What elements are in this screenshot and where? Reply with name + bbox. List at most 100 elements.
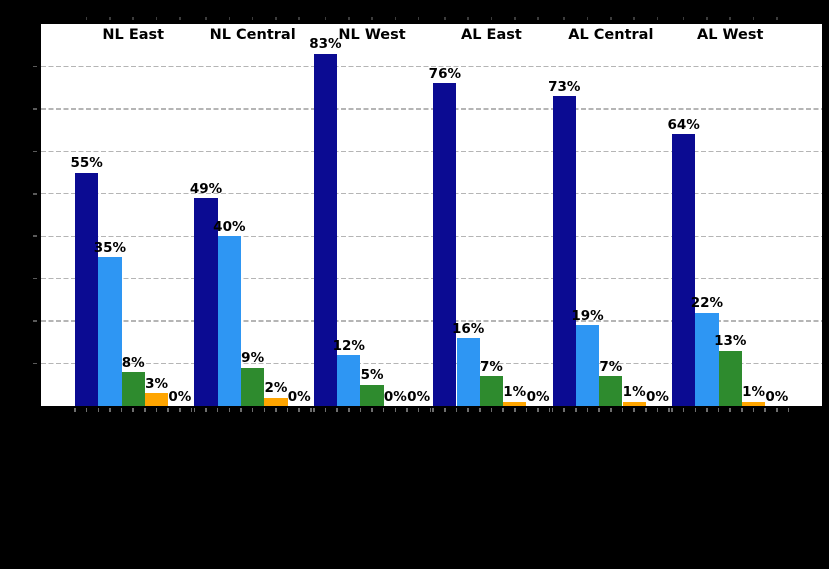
bar-navy-bar-series: [194, 198, 218, 406]
x-axis-top-tick: [490, 17, 493, 20]
bar-light-blue-bar-series: [337, 355, 361, 406]
bar-light-blue-bar-series: [98, 257, 122, 406]
bar-value-label: 76%: [428, 65, 461, 82]
x-axis-top-tick: [109, 17, 111, 20]
x-axis-tick: [467, 408, 469, 412]
bar-orange-bar-series: [741, 401, 766, 406]
x-axis-minor-tick: [548, 408, 551, 412]
x-axis-top-tick: [179, 17, 181, 20]
bar-value-label: 16%: [451, 320, 485, 337]
x-axis-minor-tick: [741, 408, 743, 412]
bar-value-label: 40%: [213, 218, 246, 235]
y-axis-tick: [33, 108, 37, 110]
y-axis-tick: [33, 192, 37, 195]
x-axis-tick: [298, 408, 301, 412]
x-axis-minor-tick: [479, 408, 481, 412]
x-axis-tick: [228, 408, 231, 412]
x-axis-top-tick: [155, 17, 158, 20]
x-axis-top-tick: [633, 17, 635, 20]
x-axis-top-tick: [275, 17, 277, 20]
x-axis-minor-tick: [310, 408, 312, 412]
bar-value-label: 5%: [360, 367, 384, 384]
gridline-50-pct: [41, 193, 822, 195]
x-axis-minor-tick: [764, 408, 766, 412]
x-axis-top-tick: [610, 17, 612, 20]
bar-value-label: 22%: [690, 295, 724, 312]
bar-value-label: 49%: [189, 180, 223, 197]
bar-navy-bar-series: [672, 134, 696, 406]
x-axis-top-tick: [752, 17, 755, 20]
bar-value-label: 55%: [70, 155, 103, 172]
group-label-nl-west: NL West: [338, 27, 406, 43]
x-axis-tick: [85, 408, 88, 412]
x-axis-minor-tick: [429, 408, 432, 412]
bar-green-bar-series: [241, 367, 265, 406]
x-axis-minor-tick: [313, 408, 315, 412]
bar-value-label: 1%: [503, 384, 527, 401]
y-axis-tick: [33, 277, 37, 280]
x-axis-top-tick: [132, 17, 135, 20]
x-axis-top-tick: [324, 17, 327, 20]
x-axis-tick: [371, 408, 373, 412]
bar-value-label: 0%: [383, 388, 407, 405]
x-axis-tick: [682, 408, 685, 412]
x-axis-tick: [656, 408, 659, 412]
x-axis-tick: [275, 408, 277, 412]
plot-inner: NL East 55% 35% 8% 3% 0% NL Central 49% 40% 9% 2% 0…: [33, 17, 822, 412]
x-axis-tick: [347, 408, 350, 412]
bar-green-bar-series: [360, 384, 384, 406]
x-axis-minor-tick: [432, 408, 434, 412]
x-axis-minor-tick: [668, 408, 670, 412]
x-axis-tick: [324, 408, 327, 412]
x-axis-minor-tick: [216, 408, 219, 412]
x-axis-top-tick: [537, 17, 539, 20]
gridline-20-pct: [41, 320, 822, 322]
bar-value-label: 8%: [121, 354, 145, 371]
x-axis-top-tick: [682, 17, 685, 20]
x-axis-top-tick: [563, 17, 566, 20]
bar-green-bar-series: [479, 376, 504, 406]
bar-value-label: 0%: [645, 388, 669, 405]
x-axis-minor-tick: [240, 408, 242, 412]
x-axis-tick: [109, 408, 111, 412]
bar-light-blue-bar-series: [456, 338, 480, 406]
x-axis-minor-tick: [359, 408, 362, 412]
bar-value-label: 3%: [145, 375, 168, 392]
x-axis-top-tick: [347, 17, 350, 20]
x-axis-minor-tick: [502, 408, 504, 412]
x-axis-minor-tick: [382, 408, 385, 412]
x-axis-minor-tick: [598, 408, 600, 412]
x-axis-line: [39, 406, 824, 408]
bar-orange-bar-series: [503, 401, 527, 406]
x-axis-top-tick: [467, 17, 469, 20]
x-axis-minor-tick: [717, 408, 720, 412]
bar-value-label: 0%: [407, 388, 431, 405]
bar-value-label: 12%: [332, 337, 365, 354]
x-axis-top-tick: [513, 17, 516, 20]
group-label-al-east: AL East: [461, 27, 522, 43]
bar-value-label: 9%: [241, 350, 265, 367]
bar-green-bar-series: [121, 372, 145, 406]
group-label-nl-central: NL Central: [209, 27, 296, 43]
x-axis-top-tick: [298, 17, 301, 20]
bar-light-blue-bar-series: [575, 325, 600, 406]
bar-value-label: 0%: [168, 388, 192, 405]
x-axis-minor-tick: [551, 408, 554, 412]
group-label-al-central: AL Central: [568, 27, 654, 43]
y-axis-tick: [33, 65, 37, 68]
x-axis-minor-tick: [621, 408, 624, 412]
x-axis-tick: [394, 408, 397, 412]
plot-area: NL East 55% 35% 8% 3% 0% NL Central 49% 40% 9% 2% 0…: [33, 17, 824, 412]
gridline-60-pct: [41, 150, 822, 153]
bar-value-label: 83%: [309, 36, 342, 53]
x-axis-tick: [537, 408, 539, 412]
x-axis-tick: [490, 408, 493, 412]
gridline-40-pct: [41, 235, 822, 237]
x-axis-minor-tick: [144, 408, 146, 412]
bar-value-label: 0%: [287, 388, 311, 405]
x-axis-minor-tick: [525, 408, 528, 412]
bar-value-label: 7%: [599, 358, 623, 375]
bar-light-blue-bar-series: [695, 312, 719, 406]
x-axis-minor-tick: [74, 408, 76, 412]
